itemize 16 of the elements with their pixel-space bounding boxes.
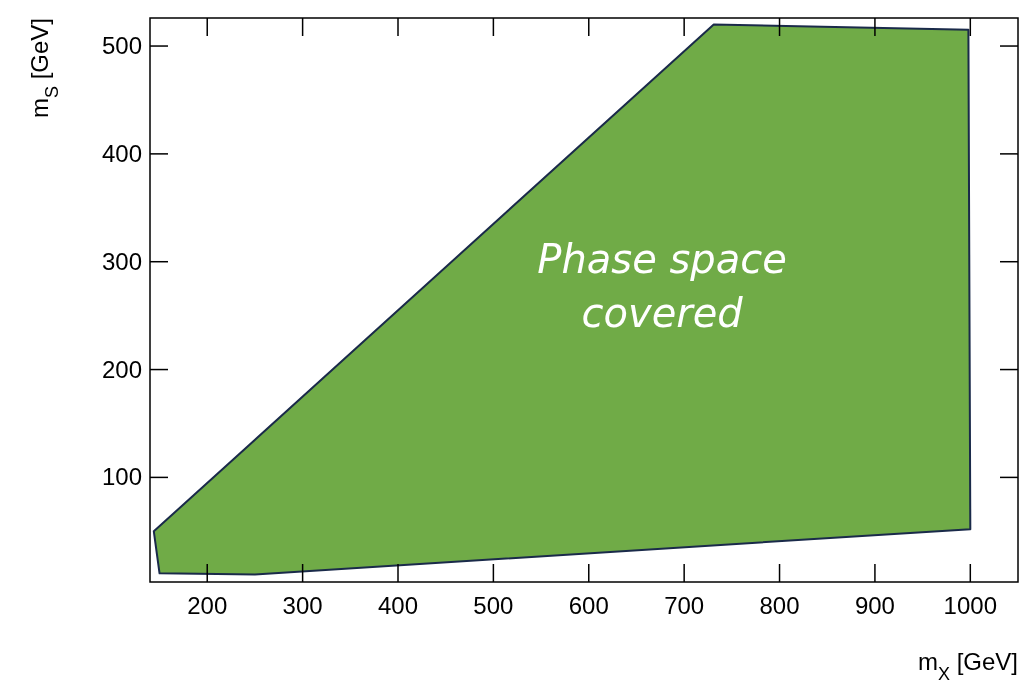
y-tick-label: 300 bbox=[101, 247, 142, 275]
x-tick-label: 900 bbox=[854, 592, 895, 619]
y-tick-label: 200 bbox=[101, 355, 142, 383]
x-tick-label: 200 bbox=[187, 592, 228, 619]
y-tick-label: 500 bbox=[101, 32, 142, 60]
annotation: Phase space covered bbox=[537, 236, 787, 336]
x-tick-label: 400 bbox=[377, 592, 419, 619]
x-tick-label: 800 bbox=[759, 592, 800, 619]
x-tick-label: 1000 bbox=[943, 592, 997, 619]
x-tick-label: 500 bbox=[473, 592, 514, 619]
y-tick-label: 400 bbox=[101, 139, 142, 167]
x-tick-label: 700 bbox=[664, 592, 705, 619]
x-tick-label: 300 bbox=[282, 592, 323, 619]
y-tick-label: 100 bbox=[101, 463, 142, 491]
x-axis-title: m$_{X}$ [GeV] bbox=[917, 648, 1018, 683]
x-tick-label: 600 bbox=[568, 592, 609, 619]
